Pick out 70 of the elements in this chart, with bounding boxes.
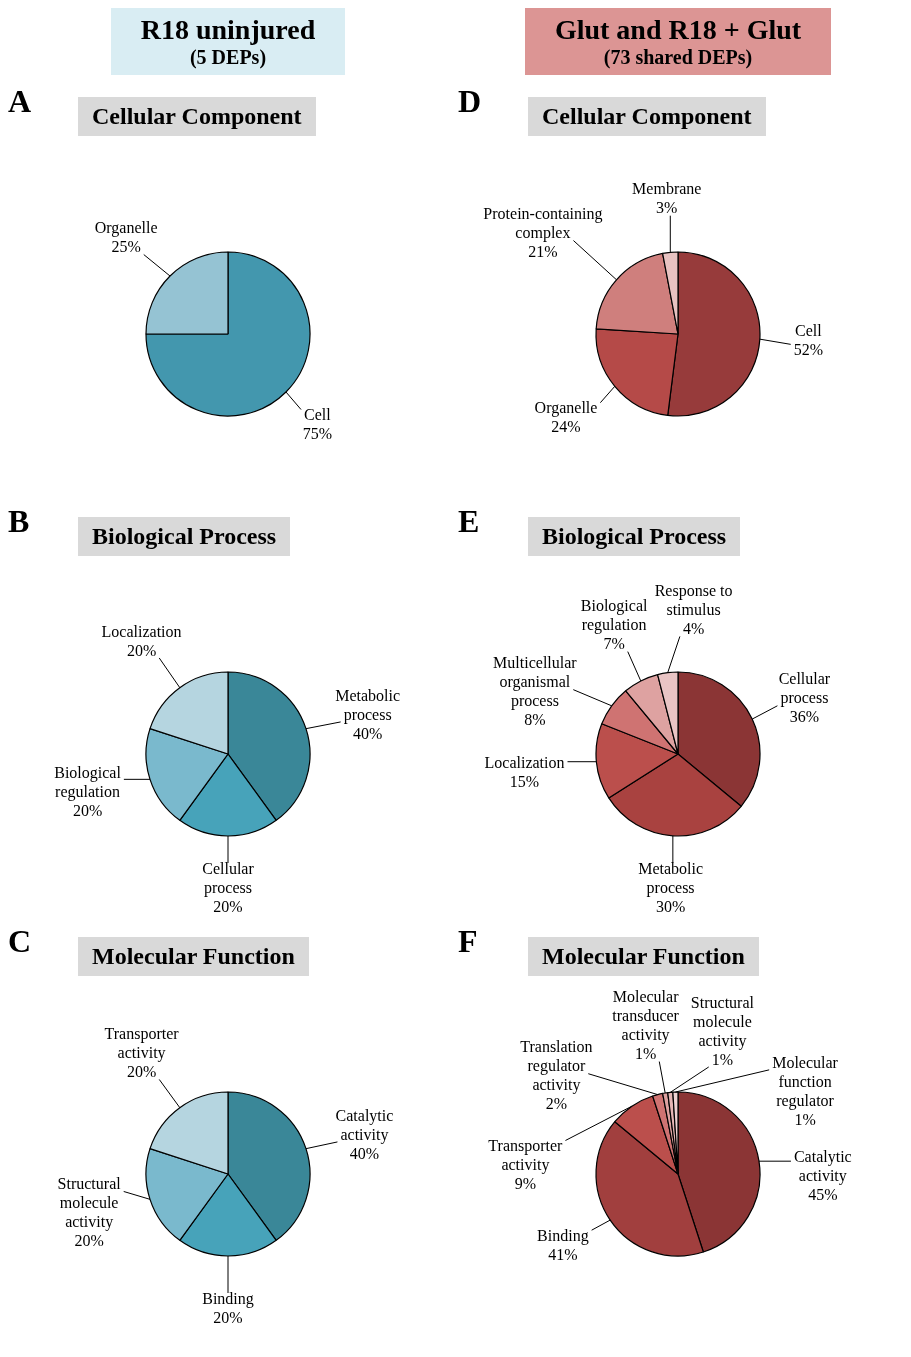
text: D bbox=[458, 83, 483, 120]
chart-title: Molecular Function bbox=[78, 937, 309, 976]
slice-label: Protein-containing complex bbox=[483, 205, 603, 243]
data-label: 40% bbox=[349, 1144, 380, 1162]
data-label: 20% bbox=[126, 641, 157, 659]
slice-label: Cellular process bbox=[202, 859, 255, 897]
slice-label: Organelle bbox=[534, 399, 598, 418]
slice-label: Molecular function regulator bbox=[772, 1053, 839, 1110]
chart-title: Molecular Function bbox=[528, 937, 759, 976]
slice-label: Transporter activity bbox=[104, 1025, 180, 1063]
data-label: 20% bbox=[126, 1063, 157, 1081]
data-label: 36% bbox=[789, 708, 820, 726]
slice-label: Cell bbox=[795, 322, 823, 340]
data-label: 9% bbox=[514, 1175, 537, 1193]
slice-label: Structural molecule activity bbox=[690, 993, 755, 1050]
text: E bbox=[458, 503, 481, 540]
text: Glut and R18 + Glut bbox=[554, 14, 802, 46]
text: (5 DEPs) bbox=[188, 46, 268, 69]
data-label: 20% bbox=[74, 1232, 104, 1250]
data-label: 3% bbox=[656, 199, 678, 217]
data-label: 2% bbox=[545, 1095, 568, 1113]
data-label: 40% bbox=[352, 724, 383, 742]
data-label: 41% bbox=[548, 1245, 578, 1263]
slice-label: Cell bbox=[304, 406, 332, 424]
slice-label: Transporter activity bbox=[488, 1137, 564, 1175]
slice-label: Organelle bbox=[94, 219, 158, 238]
data-label: 8% bbox=[524, 711, 546, 729]
data-label: 52% bbox=[793, 341, 824, 359]
slice-label: Biological regulation bbox=[580, 597, 648, 635]
data-label: 1% bbox=[634, 1045, 657, 1063]
data-label: 15% bbox=[509, 772, 540, 790]
chart-title: Biological Process bbox=[78, 517, 291, 556]
text: C bbox=[8, 923, 33, 960]
text: A bbox=[8, 83, 33, 120]
data-label: 24% bbox=[551, 418, 581, 436]
slice-label: Metabolic process bbox=[638, 859, 704, 897]
data-label: 1% bbox=[711, 1050, 734, 1068]
slice-label: Structural molecule activity bbox=[57, 1175, 122, 1232]
slice-label: Metabolic process bbox=[335, 686, 401, 724]
slice-label: Biological regulation bbox=[54, 763, 122, 801]
data-label: 4% bbox=[682, 620, 705, 638]
text: B bbox=[8, 503, 31, 540]
data-label: 75% bbox=[302, 425, 333, 443]
slice-label: Localization bbox=[101, 622, 182, 640]
data-label: 21% bbox=[528, 243, 558, 261]
slice-label: Binding bbox=[537, 1226, 589, 1245]
data-label: 30% bbox=[655, 897, 686, 915]
slice-label: Cellular process bbox=[778, 670, 831, 708]
slice-label: Binding bbox=[202, 1289, 254, 1308]
text: R18 uninjured bbox=[140, 14, 316, 46]
slice-label: Multicellular organismal process bbox=[493, 654, 578, 711]
data-label: 20% bbox=[72, 801, 103, 819]
slice-label: Localization bbox=[484, 753, 565, 771]
data-label: 20% bbox=[213, 897, 243, 915]
slice-label: Translation regulator activity bbox=[520, 1038, 593, 1095]
chart-title: Cellular Component bbox=[528, 97, 766, 136]
data-label: 20% bbox=[213, 1308, 243, 1326]
chart-title: Biological Process bbox=[528, 517, 741, 556]
data-label: 7% bbox=[603, 635, 625, 653]
data-label: 45% bbox=[808, 1186, 838, 1204]
text: F bbox=[458, 923, 479, 960]
slice-label: Molecular transducer activity bbox=[612, 988, 680, 1045]
slice-label: Membrane bbox=[632, 180, 702, 198]
data-label: 1% bbox=[794, 1110, 816, 1128]
data-label: 25% bbox=[111, 238, 141, 256]
slice-label: Response to stimulus bbox=[654, 582, 733, 619]
chart-title: Cellular Component bbox=[78, 97, 316, 136]
slice-label: Catalytic activity bbox=[793, 1148, 852, 1186]
slice-label: Catalytic activity bbox=[335, 1106, 394, 1144]
text: (73 shared DEPs) bbox=[602, 46, 754, 69]
